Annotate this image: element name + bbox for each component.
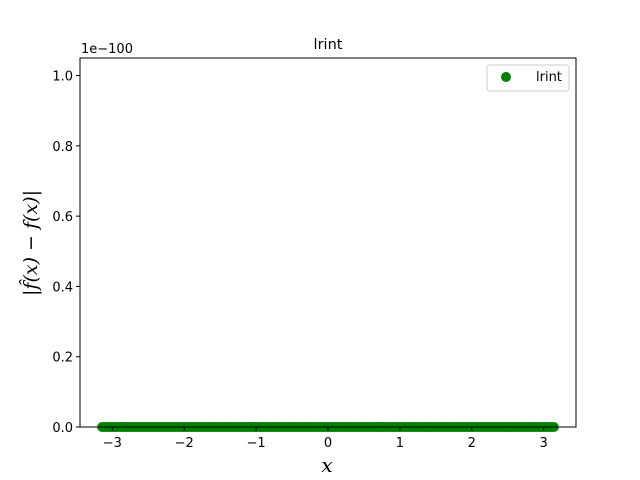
y-offset-label: 1e−100 xyxy=(81,42,133,57)
y-tick-label: 0.2 xyxy=(52,351,73,366)
x-axis: −3 −2 −1 0 1 2 3 xyxy=(103,427,548,451)
x-tick-label: 2 xyxy=(468,436,476,451)
x-tick-label: 3 xyxy=(540,436,548,451)
y-tick-label: 0.6 xyxy=(52,210,73,225)
y-tick-label: 0.8 xyxy=(52,140,73,155)
legend-label: lrint xyxy=(536,70,562,85)
x-tick-label: −3 xyxy=(103,436,122,451)
y-tick-label: 0.0 xyxy=(52,421,73,436)
legend-marker xyxy=(501,72,511,82)
x-tick-label: −1 xyxy=(247,436,266,451)
x-tick-label: −2 xyxy=(175,436,194,451)
x-tick-label: 0 xyxy=(324,436,332,451)
y-axis: 0.0 0.2 0.4 0.6 0.8 1.0 xyxy=(52,70,80,436)
legend-box xyxy=(486,64,570,92)
chart-title: lrint xyxy=(314,37,343,53)
y-tick-label: 0.4 xyxy=(52,280,73,295)
y-tick-label: 1.0 xyxy=(52,70,73,85)
x-tick-label: 1 xyxy=(396,436,404,451)
x-axis-label: x xyxy=(321,453,332,477)
legend: lrint xyxy=(486,64,570,92)
y-axis-label: |f̂(x) − f(x)| xyxy=(19,190,42,296)
